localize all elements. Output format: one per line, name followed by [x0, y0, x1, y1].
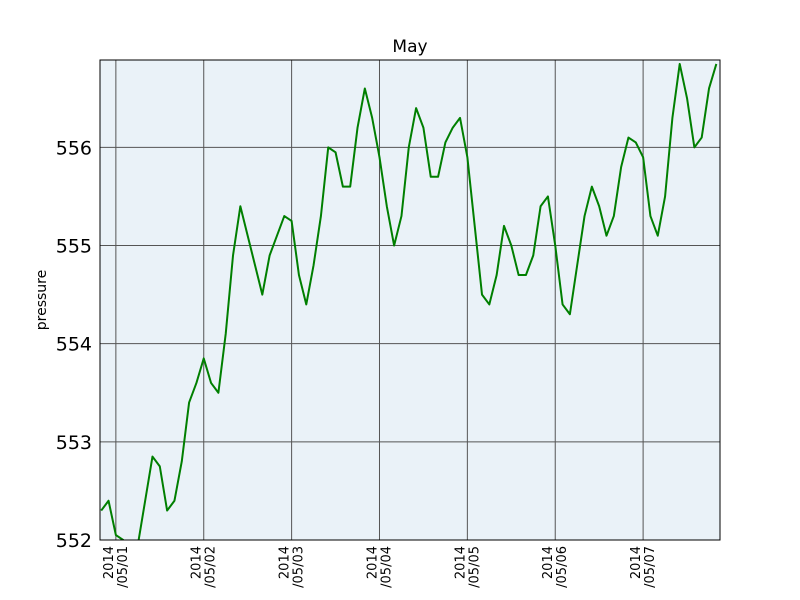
data-line: [100, 62, 718, 540]
x-tick-label-line: /05/04: [379, 546, 394, 588]
y-tick-label: 552: [56, 530, 92, 552]
x-tick-label: 2014/05/07: [629, 546, 658, 588]
y-tick-label: 555: [56, 236, 92, 258]
y-tick-label: 554: [56, 334, 92, 356]
x-tick-label-line: /05/02: [204, 546, 219, 588]
x-tick-label-line: 2014: [629, 546, 644, 579]
x-tick-label: 2014/05/01: [102, 546, 131, 588]
x-tick-label-line: /05/01: [116, 546, 131, 588]
plot-frame: [99, 59, 721, 541]
x-tick-label-line: 2014: [365, 546, 380, 579]
y-tick-label: 556: [56, 137, 92, 159]
x-tick-label-line: /05/03: [292, 546, 307, 588]
x-tick-label: 2014/05/04: [365, 546, 394, 588]
chart-title: May: [392, 37, 427, 57]
x-tick-label-line: 2014: [278, 546, 293, 579]
plot-background: [100, 60, 720, 540]
x-tick-label: 2014/05/05: [453, 546, 482, 588]
x-tick-label-line: 2014: [541, 546, 556, 579]
x-tick-label-line: 2014: [102, 546, 117, 579]
x-tick-label-line: /05/05: [467, 546, 482, 588]
x-tick-label: 2014/05/03: [278, 546, 307, 588]
y-axis-label: pressure: [34, 270, 50, 330]
x-tick-label: 2014/05/02: [190, 546, 219, 588]
x-tick-label: 2014/05/06: [541, 546, 570, 588]
x-tick-label-line: 2014: [190, 546, 205, 579]
x-tick-label-line: /05/06: [555, 546, 570, 588]
x-tick-label-line: /05/07: [643, 546, 658, 588]
x-tick-label-line: 2014: [453, 546, 468, 579]
y-tick-label: 553: [56, 432, 92, 454]
